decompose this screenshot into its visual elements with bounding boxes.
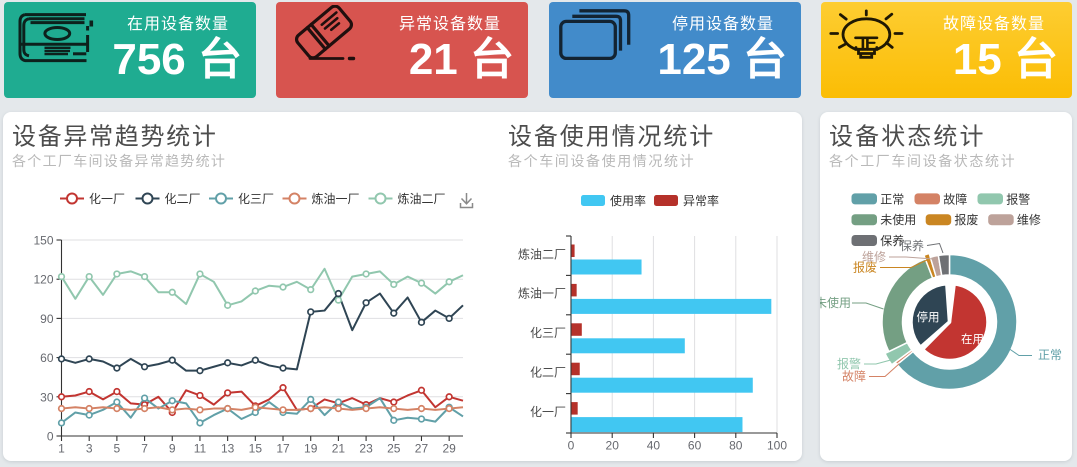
svg-text:化二厂: 化二厂 (165, 192, 201, 206)
svg-text:维修: 维修 (1017, 212, 1041, 227)
svg-text:报警: 报警 (1006, 191, 1030, 206)
svg-text:炼油一厂: 炼油一厂 (312, 191, 360, 206)
svg-text:0: 0 (568, 439, 575, 453)
svg-text:炼油二厂: 炼油二厂 (398, 191, 446, 206)
svg-text:未使用: 未使用 (815, 295, 851, 310)
svg-text:60: 60 (688, 439, 702, 453)
svg-text:各个工厂车间设备异常趋势统计: 各个工厂车间设备异常趋势统计 (12, 153, 226, 169)
svg-text:3: 3 (86, 442, 93, 456)
svg-text:使用率: 使用率 (610, 193, 646, 208)
svg-text:维修: 维修 (862, 249, 886, 264)
svg-text:化二厂: 化二厂 (530, 366, 566, 380)
svg-text:150: 150 (33, 234, 53, 248)
svg-text:120: 120 (33, 273, 53, 287)
svg-text:化一厂: 化一厂 (530, 405, 566, 419)
svg-text:15: 15 (249, 442, 263, 456)
svg-text:正常: 正常 (880, 192, 904, 206)
svg-text:报废: 报废 (954, 212, 978, 227)
svg-text:80: 80 (729, 439, 743, 453)
svg-text:化三厂: 化三厂 (238, 192, 274, 206)
svg-text:90: 90 (40, 312, 54, 326)
svg-text:17: 17 (276, 442, 290, 456)
svg-text:13: 13 (221, 442, 235, 456)
svg-text:炼油一厂: 炼油一厂 (518, 286, 566, 301)
svg-text:化三厂: 化三厂 (530, 326, 566, 340)
svg-text:报废: 报废 (853, 260, 877, 275)
svg-text:异常率: 异常率 (683, 193, 719, 208)
svg-text:停用: 停用 (917, 310, 940, 324)
svg-text:0: 0 (47, 430, 54, 444)
svg-text:故障: 故障 (943, 191, 967, 206)
svg-text:11: 11 (194, 442, 207, 456)
svg-text:30: 30 (40, 390, 54, 404)
svg-text:正常: 正常 (1038, 348, 1062, 362)
svg-text:27: 27 (415, 442, 429, 456)
svg-text:炼油二厂: 炼油二厂 (518, 246, 566, 261)
svg-text:21: 21 (332, 442, 346, 456)
svg-text:保养: 保养 (900, 238, 924, 253)
svg-text:60: 60 (40, 351, 54, 365)
svg-text:在用: 在用 (961, 333, 984, 346)
svg-text:29: 29 (442, 442, 456, 456)
svg-text:7: 7 (141, 442, 148, 456)
svg-text:报警: 报警 (837, 356, 861, 371)
svg-text:23: 23 (359, 442, 373, 456)
svg-text:各个工厂车间设备状态统计: 各个工厂车间设备状态统计 (829, 153, 1016, 169)
svg-text:5: 5 (114, 442, 121, 456)
svg-text:1: 1 (58, 442, 65, 456)
svg-text:19: 19 (304, 442, 318, 456)
svg-text:25: 25 (387, 442, 401, 456)
svg-text:设备状态统计: 设备状态统计 (829, 124, 986, 151)
svg-text:设备使用情况统计: 设备使用情况统计 (508, 124, 715, 151)
svg-text:化一厂: 化一厂 (89, 192, 125, 206)
svg-text:设备异常趋势统计: 设备异常趋势统计 (12, 124, 218, 151)
svg-text:各个车间设备使用情况统计: 各个车间设备使用情况统计 (508, 153, 695, 169)
svg-text:故障: 故障 (842, 369, 866, 384)
svg-text:100: 100 (767, 439, 787, 453)
svg-text:保养: 保养 (880, 233, 904, 248)
svg-text:40: 40 (647, 439, 661, 453)
svg-text:9: 9 (169, 442, 176, 456)
svg-text:未使用: 未使用 (880, 212, 916, 227)
svg-text:20: 20 (606, 439, 620, 453)
